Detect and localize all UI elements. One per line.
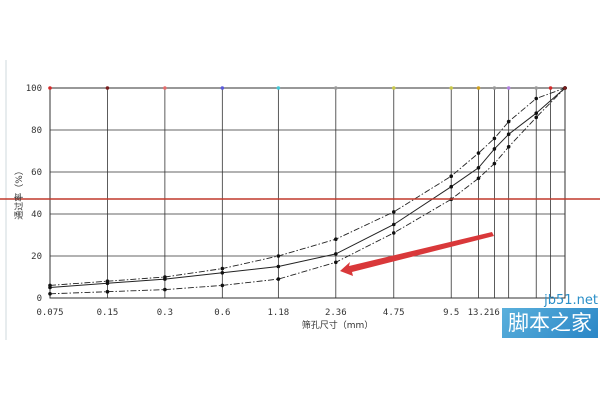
x-tick-label: 2.36 xyxy=(325,308,347,318)
red-arrow-annotation xyxy=(340,232,494,276)
data-point xyxy=(492,147,497,151)
top-marker xyxy=(220,86,225,90)
y-tick-label: 40 xyxy=(31,210,42,220)
watermark-site: jb51.net xyxy=(544,293,598,308)
top-marker xyxy=(163,86,167,90)
data-point xyxy=(220,271,225,275)
x-tick-label: 4.75 xyxy=(383,308,405,318)
top-marker xyxy=(391,86,396,90)
data-point xyxy=(334,260,338,265)
data-point xyxy=(334,252,338,256)
top-marker xyxy=(449,86,454,90)
data-point xyxy=(506,145,511,149)
data-point xyxy=(276,277,281,281)
y-tick-label: 60 xyxy=(31,168,42,178)
x-tick-label: 0.3 xyxy=(157,308,173,318)
data-point xyxy=(276,254,281,258)
data-point xyxy=(391,222,396,227)
data-point xyxy=(449,174,454,178)
data-point xyxy=(506,132,511,136)
data-point xyxy=(476,151,481,155)
data-point xyxy=(105,279,110,284)
top-marker xyxy=(492,86,497,90)
data-point xyxy=(534,96,539,101)
watermark: jb51.net 脚本之家 xyxy=(476,293,598,338)
data-point xyxy=(163,275,167,279)
data-point xyxy=(534,111,539,115)
top-marker xyxy=(276,86,281,90)
top-marker xyxy=(506,86,511,90)
data-point xyxy=(492,161,497,166)
data-point xyxy=(105,289,110,294)
data-point xyxy=(534,115,539,120)
x-tick-labels: 0.075 0.15 0.3 0.6 1.18 2.36 4.75 9.5 13.2 16 xyxy=(36,308,499,318)
y-axis-title: 通过率（%） xyxy=(13,166,25,220)
data-point xyxy=(476,166,481,170)
top-marker xyxy=(548,86,553,90)
x-tick-label: 0.075 xyxy=(36,308,63,318)
data-point xyxy=(163,287,167,292)
y-tick-label: 80 xyxy=(31,126,42,136)
top-marker xyxy=(334,86,338,90)
data-point xyxy=(391,231,396,235)
top-marker xyxy=(563,86,567,90)
data-point xyxy=(334,237,338,241)
data-point xyxy=(276,264,281,269)
x-tick-label: 16 xyxy=(489,308,500,318)
arrow-shape xyxy=(340,232,494,276)
data-point xyxy=(220,283,225,288)
x-tick-label: 13.2 xyxy=(468,308,490,318)
x-tick-label: 9.5 xyxy=(443,308,459,318)
x-tick-label: 0.15 xyxy=(97,308,119,318)
data-point xyxy=(391,210,396,214)
top-markers xyxy=(48,86,567,90)
data-point xyxy=(48,292,52,296)
top-marker xyxy=(105,86,110,90)
chart-grid xyxy=(49,87,566,299)
x-tick-label: 1.18 xyxy=(268,308,290,318)
chart-series xyxy=(48,86,567,296)
data-point xyxy=(48,283,52,288)
data-point xyxy=(492,136,497,141)
top-marker xyxy=(48,86,52,90)
data-point xyxy=(476,176,481,181)
y-tick-label: 0 xyxy=(37,294,42,304)
top-marker xyxy=(476,86,481,90)
top-marker xyxy=(534,86,539,90)
data-point xyxy=(220,266,225,271)
data-point xyxy=(506,119,511,124)
data-point xyxy=(449,184,454,189)
x-axis-title: 筛孔尺寸（mm） xyxy=(302,319,374,331)
watermark-name: 脚本之家 xyxy=(502,308,598,338)
y-tick-label: 20 xyxy=(31,252,42,262)
x-tick-label: 0.6 xyxy=(214,308,230,318)
y-tick-labels: 0 20 40 60 80 100 xyxy=(26,84,42,304)
y-tick-label: 100 xyxy=(26,84,42,94)
